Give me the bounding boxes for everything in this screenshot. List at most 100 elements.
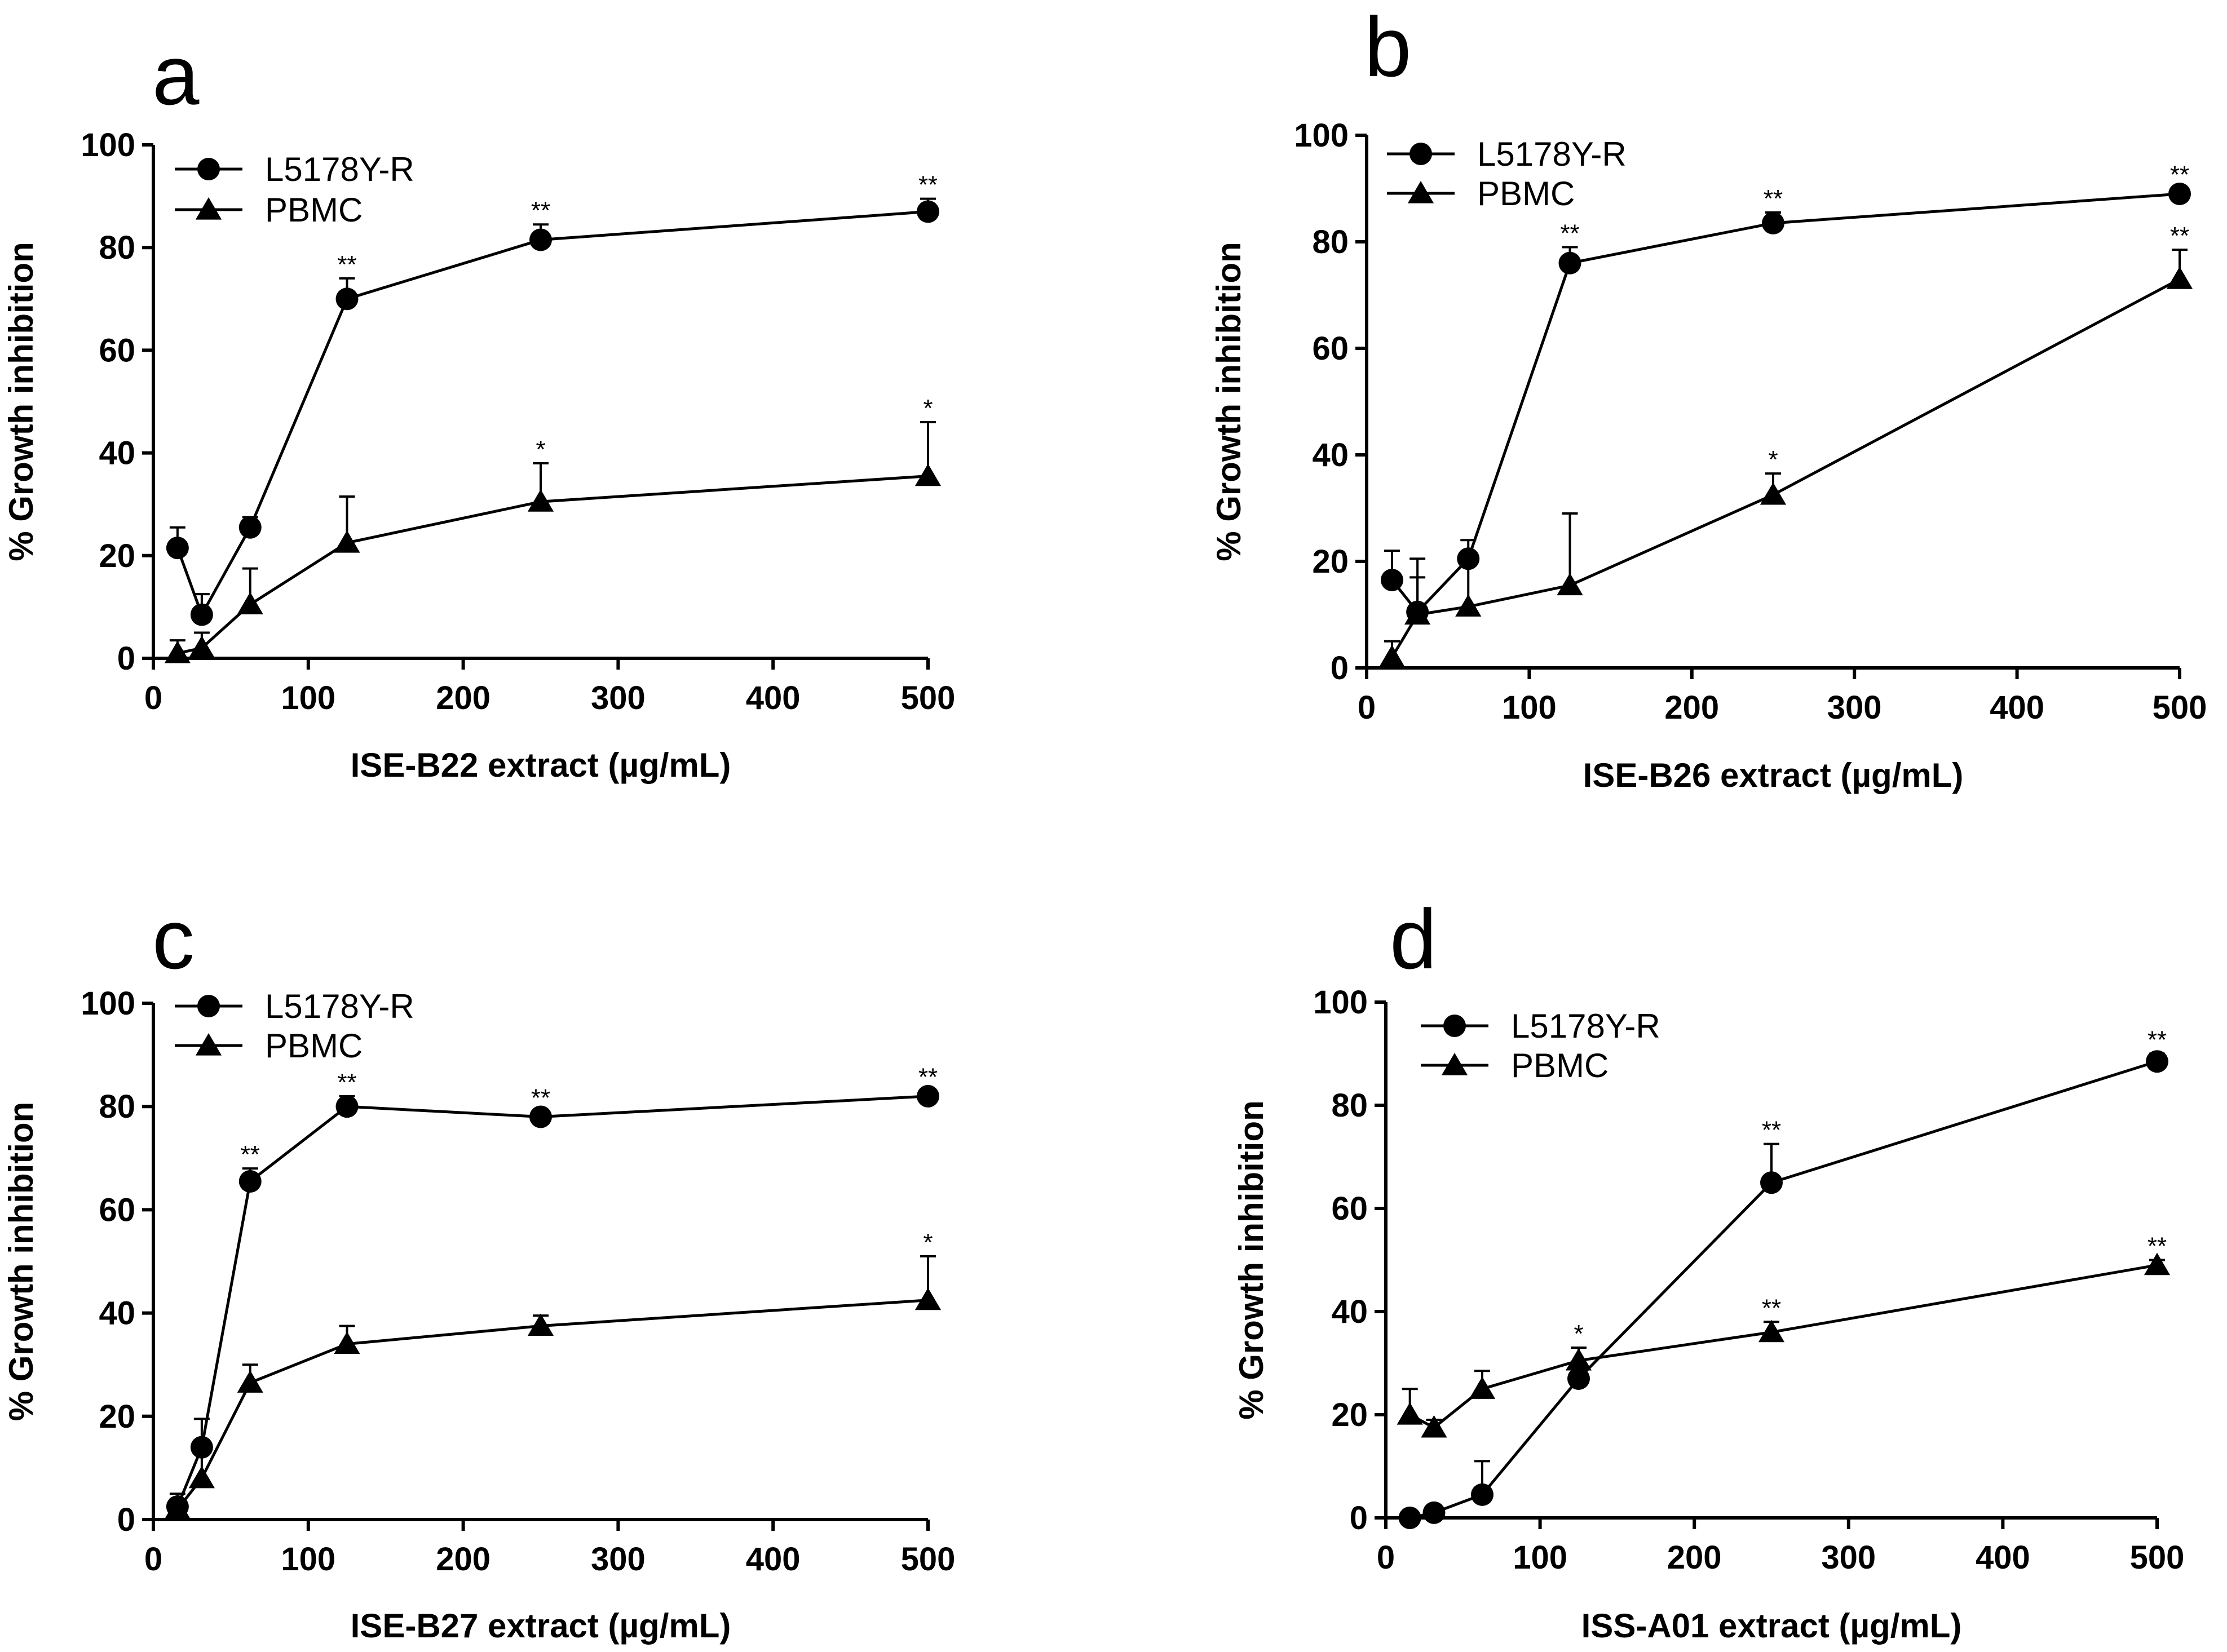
series-line-b-pbmc	[1390, 277, 2181, 658]
y-tick-label-d-60: 60	[1331, 1190, 1368, 1227]
significance-b-l5178y-3: **	[1560, 219, 1579, 247]
y-tick-label-b-20: 20	[1312, 543, 1349, 580]
series-line-a-l5178y	[176, 210, 929, 618]
legend-label-a-l5178y: L5178Y-R	[265, 150, 414, 188]
legend-label-d-pbmc: PBMC	[1511, 1047, 1609, 1084]
legend-label-b-l5178y: L5178Y-R	[1477, 135, 1627, 173]
data-point-a-l5178y-1	[190, 603, 213, 626]
data-point-b-l5178y-0	[1380, 569, 1403, 592]
data-point-a-pbmc-0	[164, 640, 191, 663]
y-tick-label-a-40: 40	[99, 435, 135, 472]
x-tick-label-d-300: 300	[1821, 1539, 1876, 1576]
y-tick-label-c-80: 80	[99, 1088, 135, 1125]
data-point-c-pbmc-5	[914, 1287, 942, 1310]
data-point-c-pbmc-1	[188, 1465, 215, 1489]
data-point-d-l5178y-5	[2146, 1050, 2168, 1073]
data-point-d-pbmc-1	[1421, 1415, 1447, 1438]
data-point-d-l5178y-0	[1398, 1507, 1421, 1529]
x-tick-label-d-100: 100	[1513, 1539, 1567, 1576]
x-tick-label-a-200: 200	[436, 680, 491, 716]
x-tick-label-c-200: 200	[436, 1541, 491, 1578]
panel-letter-d: d	[1390, 892, 1437, 986]
significance-a-l5178y-4: **	[531, 197, 550, 224]
x-axis-title-b: ISE-B26 extract (µg/mL)	[1583, 756, 1964, 794]
significance-c-l5178y-2: **	[241, 1141, 260, 1168]
data-point-b-pbmc-2	[1455, 594, 1482, 617]
significance-b-l5178y-4: **	[1764, 185, 1783, 212]
data-point-c-l5178y-3	[335, 1095, 359, 1118]
data-point-b-l5178y-4	[1762, 211, 1784, 234]
legend-label-c-pbmc: PBMC	[265, 1027, 363, 1065]
data-point-a-pbmc-3	[334, 530, 360, 553]
y-axis-title-d: % Growth inhibition	[1232, 1100, 1270, 1420]
legend-marker-c-l5178y	[197, 995, 220, 1017]
y-axis-title-a: % Growth inhibition	[2, 242, 40, 561]
y-tick-label-c-100: 100	[81, 985, 135, 1022]
data-point-c-pbmc-0	[164, 1496, 191, 1520]
x-tick-label-a-500: 500	[901, 680, 956, 716]
legend-marker-a-pbmc	[195, 197, 222, 220]
significance-b-pbmc-4: *	[1768, 446, 1778, 473]
panel-letter-b: b	[1364, 0, 1411, 94]
data-point-d-pbmc-2	[1469, 1376, 1496, 1399]
significance-c-l5178y-5: **	[918, 1064, 938, 1091]
data-point-b-l5178y-5	[2168, 182, 2191, 205]
significance-a-pbmc-4: *	[536, 436, 545, 463]
x-tick-label-c-400: 400	[746, 1541, 801, 1578]
data-point-b-pbmc-0	[1378, 645, 1406, 667]
x-axis-title-c: ISE-B27 extract (µg/mL)	[351, 1607, 731, 1645]
y-tick-label-c-20: 20	[99, 1398, 135, 1435]
data-point-b-pbmc-5	[2166, 267, 2193, 289]
data-point-b-pbmc-3	[1557, 573, 1583, 596]
y-tick-label-d-80: 80	[1331, 1087, 1368, 1124]
series-line-c-pbmc	[176, 1299, 929, 1511]
data-point-a-l5178y-3	[335, 287, 359, 311]
legend-marker-b-l5178y	[1409, 143, 1432, 165]
x-tick-label-b-400: 400	[1990, 689, 2044, 726]
data-point-a-l5178y-2	[238, 516, 262, 539]
x-tick-label-c-300: 300	[591, 1541, 646, 1578]
x-tick-label-a-100: 100	[281, 680, 335, 716]
series-line-d-l5178y	[1409, 1060, 2158, 1520]
data-point-c-pbmc-4	[527, 1313, 554, 1336]
x-tick-label-b-500: 500	[2153, 689, 2207, 726]
data-point-d-l5178y-2	[1471, 1483, 1493, 1506]
x-tick-label-a-300: 300	[591, 680, 646, 716]
data-point-d-pbmc-0	[1397, 1402, 1423, 1425]
significance-b-l5178y-5: **	[2170, 161, 2189, 189]
y-tick-label-c-60: 60	[99, 1192, 135, 1228]
data-point-d-l5178y-3	[1567, 1367, 1590, 1390]
y-axis-title-b: % Growth inhibition	[1210, 242, 1248, 561]
data-point-a-l5178y-4	[529, 228, 552, 251]
series-line-c-l5178y	[176, 1095, 929, 1508]
x-tick-label-c-500: 500	[901, 1541, 956, 1578]
y-tick-label-b-60: 60	[1312, 330, 1349, 367]
significance-d-l5178y-4: **	[1762, 1117, 1781, 1144]
x-tick-label-b-0: 0	[1358, 689, 1376, 726]
data-point-d-l5178y-1	[1422, 1501, 1446, 1524]
legend-marker-a-l5178y	[197, 158, 220, 180]
data-point-d-pbmc-4	[1758, 1319, 1785, 1343]
legend-label-c-l5178y: L5178Y-R	[265, 987, 414, 1025]
y-tick-label-b-0: 0	[1331, 650, 1349, 687]
data-point-a-l5178y-5	[917, 200, 939, 223]
y-tick-label-d-100: 100	[1313, 984, 1368, 1021]
series-line-d-pbmc	[1409, 1264, 2158, 1429]
data-point-b-pbmc-1	[1404, 602, 1431, 625]
y-tick-label-a-80: 80	[99, 229, 135, 266]
significance-d-pbmc-3: *	[1574, 1320, 1583, 1348]
significance-c-pbmc-5: *	[923, 1229, 933, 1256]
series-line-a-pbmc	[177, 475, 929, 655]
legend-marker-c-pbmc	[195, 1033, 222, 1056]
data-point-c-l5178y-4	[529, 1105, 552, 1128]
x-tick-label-d-0: 0	[1377, 1539, 1395, 1576]
significance-d-pbmc-5: **	[2148, 1233, 2167, 1260]
x-axis-title-d: ISS-A01 extract (µg/mL)	[1581, 1607, 1962, 1645]
data-point-d-l5178y-4	[1760, 1171, 1783, 1194]
data-point-a-pbmc-5	[914, 463, 942, 486]
data-point-a-l5178y-0	[166, 537, 189, 560]
x-tick-label-a-0: 0	[144, 680, 162, 716]
data-point-b-l5178y-3	[1558, 251, 1581, 274]
data-point-d-pbmc-5	[2144, 1252, 2171, 1275]
